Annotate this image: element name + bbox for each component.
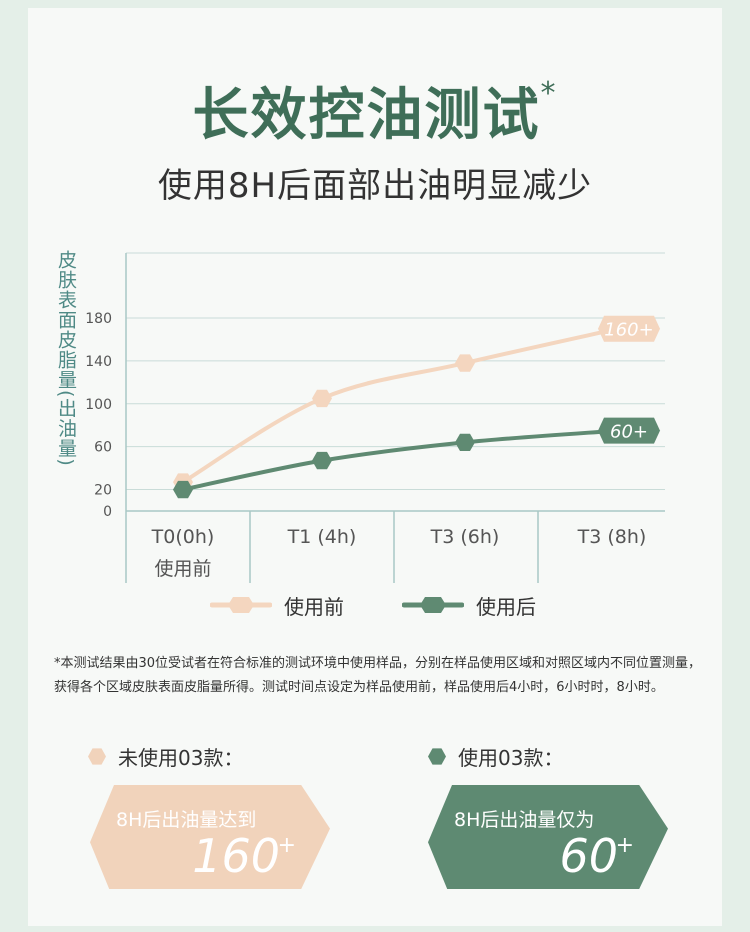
summary-right-plus: +: [615, 833, 634, 858]
data-point-after: [455, 433, 475, 451]
legend-before-label: 使用前: [284, 594, 344, 619]
x-tick-label: T3 (8h): [577, 526, 647, 548]
y-tick-label: 180: [85, 311, 112, 327]
summary-right-tag: 8H后出油量仅为 60 +: [428, 785, 668, 889]
summary-right-label: 使用03款：: [428, 742, 563, 771]
summary-left-tag: 8H后出油量达到 160 +: [90, 785, 330, 889]
x-tick-label: T1 (4h): [287, 526, 357, 548]
page-title: 长效控油测试*: [192, 76, 558, 148]
series-line-before: [181, 326, 620, 485]
green-hex-icon: [428, 748, 446, 765]
summary-right-value: 60: [559, 829, 618, 883]
content-card: [28, 8, 722, 926]
y-tick-label: 0: [103, 504, 112, 520]
oil-control-line-chart: 0 20 60 100 140 180 T0(0h) 使用前 T1 (4h) T3 (6h) T3 …: [85, 252, 665, 583]
data-point-before: [312, 389, 332, 408]
x-tick-label: T3 (6h): [430, 526, 500, 548]
end-value-badge-before: [598, 315, 660, 342]
summary-right-line: 8H后出油量仅为: [454, 809, 595, 831]
legend-before-marker: [210, 597, 272, 613]
x-tick-label: T0(0h): [151, 526, 215, 548]
y-tick-label: 60: [94, 440, 112, 456]
x-tick-sublabel: 使用前: [154, 558, 211, 580]
legend-after: 使用后: [402, 590, 536, 620]
legend-after-label: 使用后: [476, 594, 536, 619]
test-footnote: *本测试结果由30位受试者在符合标准的测试环境中使用样品，分别在样品使用区域和对…: [54, 656, 702, 695]
y-tick-label: 140: [85, 354, 112, 370]
page-subtitle: 使用8H后面部出油明显减少: [157, 166, 593, 206]
summary-left-label: 未使用03款：: [88, 742, 243, 771]
peach-hex-icon: [88, 748, 106, 765]
legend-after-marker: [402, 597, 464, 613]
data-point-after: [173, 480, 193, 499]
summary-left-value: 160: [192, 829, 280, 883]
summary-left-plus: +: [277, 833, 296, 858]
end-value-label-after: 60+: [610, 422, 648, 443]
y-tick-label: 100: [85, 397, 112, 413]
series-line-after: [181, 428, 620, 492]
summary-left-line: 8H后出油量达到: [116, 809, 257, 831]
legend-before: 使用前: [210, 590, 344, 620]
y-axis-label: 皮肤表面皮脂量(出油量): [55, 250, 77, 467]
y-tick-label: 20: [94, 483, 112, 499]
end-value-badge-after: [598, 417, 660, 444]
data-point-before: [455, 354, 475, 372]
data-point-after: [312, 451, 332, 470]
end-value-label-before: 160+: [604, 320, 653, 341]
